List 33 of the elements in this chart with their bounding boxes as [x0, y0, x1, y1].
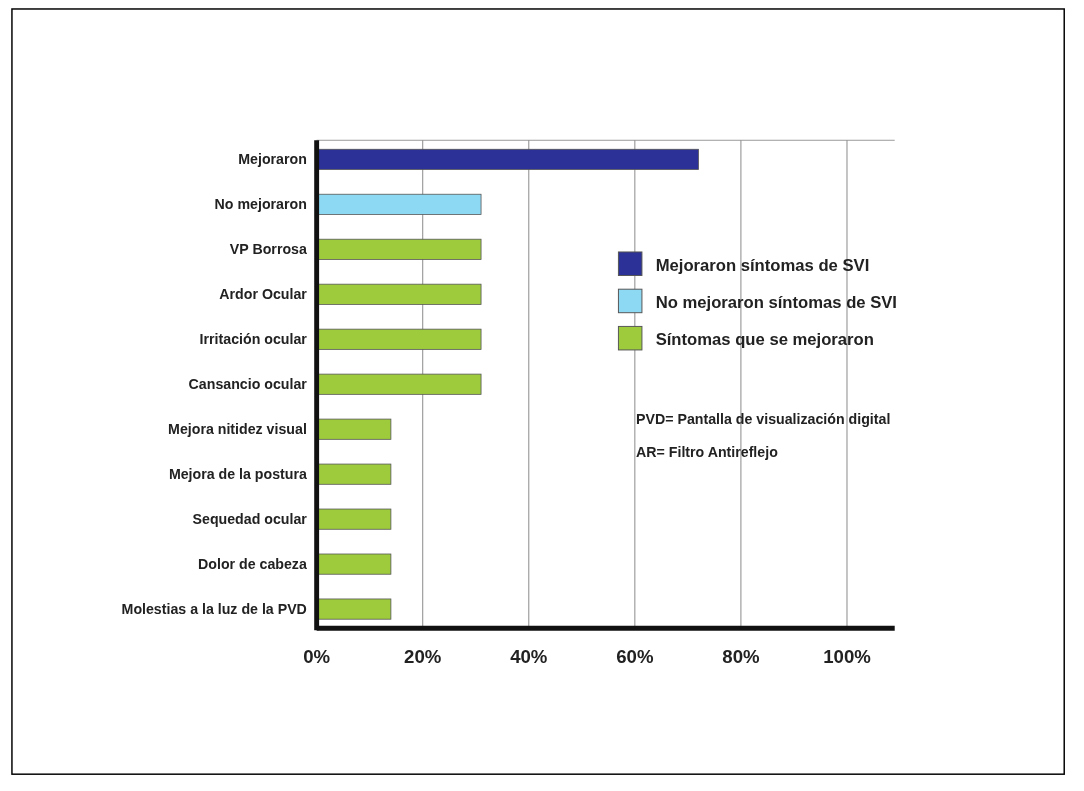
legend-label: Mejoraron síntomas de SVI	[655, 255, 870, 275]
bar	[316, 508, 392, 530]
y-tick-label: Cansancio ocular	[188, 376, 308, 393]
bar	[316, 148, 699, 170]
y-tick-label: Ardor Ocular	[219, 286, 308, 303]
y-tick-label: Dolor de cabeza	[198, 556, 307, 573]
x-tick-label: 0%	[303, 646, 331, 668]
annotation: PVD= Pantalla de visualización digital	[636, 411, 891, 428]
y-tick-label: Molestias a la luz de la PVD	[121, 601, 307, 618]
y-tick-label: Mejora nitidez visual	[168, 421, 307, 438]
bar	[316, 463, 392, 485]
bar	[316, 553, 392, 575]
x-tick-label: 60%	[616, 646, 654, 668]
bar	[316, 328, 482, 350]
bar	[316, 193, 482, 215]
bar	[316, 598, 392, 620]
x-tick-label: 20%	[404, 646, 442, 668]
x-tick-label: 100%	[823, 646, 872, 668]
y-tick-label: Mejora de la postura	[168, 466, 307, 483]
bar	[316, 283, 482, 305]
y-tick-label: Mejoraron	[238, 151, 307, 168]
y-tick-label: VP Borrosa	[229, 241, 307, 258]
bar	[316, 373, 482, 395]
x-tick-label: 40%	[510, 646, 548, 668]
legend-label: No mejoraron síntomas de SVI	[655, 292, 898, 312]
bar	[316, 418, 392, 440]
y-tick-label: Sequedad ocular	[192, 511, 308, 528]
legend-label: Síntomas que se mejoraron	[655, 329, 874, 349]
y-tick-label: Irritación ocular	[199, 331, 308, 348]
y-tick-label: No mejoraron	[214, 196, 307, 213]
annotation: AR= Filtro Antireflejo	[636, 443, 779, 460]
bar	[316, 238, 482, 260]
x-tick-label: 80%	[722, 646, 760, 668]
